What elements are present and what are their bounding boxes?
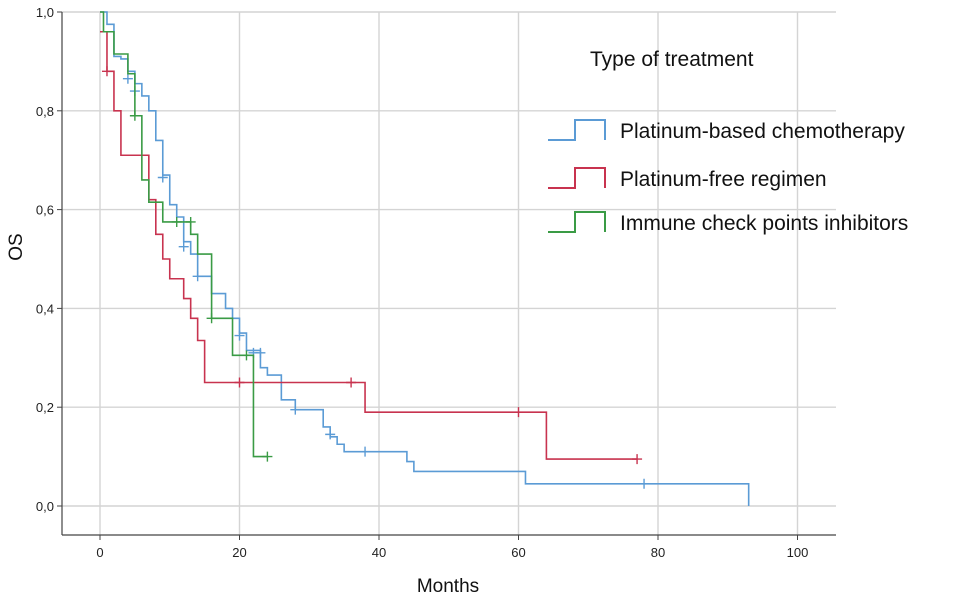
- x-tick-label: 100: [787, 545, 809, 560]
- censor-mark: [101, 66, 112, 77]
- censor-mark: [206, 313, 217, 324]
- censor-mark: [290, 404, 301, 415]
- censor-mark: [129, 110, 140, 121]
- y-tick-label: 0,6: [36, 203, 54, 218]
- censor-mark: [178, 241, 189, 252]
- censor-mark: [185, 216, 196, 227]
- x-tick-label: 20: [232, 545, 246, 560]
- censor-mark: [632, 454, 643, 465]
- x-tick-label: 80: [651, 545, 665, 560]
- censor-mark: [234, 377, 245, 388]
- censor-mark: [262, 451, 273, 462]
- y-tick-label: 0,4: [36, 301, 54, 316]
- series-line-1: [100, 11, 750, 506]
- censor-mark: [513, 407, 524, 418]
- grid: [62, 11, 836, 535]
- legend: Type of treatment Platinum-based chemothe…: [548, 48, 908, 235]
- legend-swatch-2: [548, 167, 606, 189]
- censor-mark: [241, 350, 252, 361]
- y-tick-label: 0,0: [36, 499, 54, 514]
- censor-mark: [325, 429, 336, 440]
- x-tick-label: 40: [372, 545, 386, 560]
- x-tick-label: 0: [96, 545, 103, 560]
- censor-mark: [639, 478, 650, 489]
- series-line-2: [100, 30, 638, 460]
- legend-label-2: Platinum-free regimen: [620, 168, 827, 191]
- y-axis-label: OS: [6, 233, 27, 260]
- axes: [57, 11, 836, 540]
- legend-swatch-3: [548, 211, 606, 233]
- x-tick-label: 60: [511, 545, 525, 560]
- censor-mark: [346, 377, 357, 388]
- y-tick-label: 0,8: [36, 104, 54, 119]
- censor-mark: [234, 330, 245, 341]
- legend-label-1: Platinum-based chemotherapy: [620, 120, 905, 143]
- y-tick-label: 0,2: [36, 400, 54, 415]
- censor-mark: [192, 271, 203, 282]
- legend-label-3: Immune check points inhibitors: [620, 212, 908, 235]
- legend-swatch-1: [548, 119, 606, 141]
- x-axis-label: Months: [417, 576, 479, 597]
- censor-mark: [157, 172, 168, 183]
- censor-mark: [122, 73, 133, 84]
- censor-mark: [360, 446, 371, 457]
- legend-title: Type of treatment: [590, 48, 754, 71]
- censor-mark: [171, 216, 182, 227]
- series-group: [100, 11, 750, 506]
- series-line-3: [100, 11, 268, 458]
- censor-mark: [255, 347, 266, 358]
- y-tick-label: 1,0: [36, 5, 54, 20]
- tick-labels: 0 20 40 60 80 100 0,0 0,2 0,4 0,6 0,8 1,0: [36, 5, 808, 560]
